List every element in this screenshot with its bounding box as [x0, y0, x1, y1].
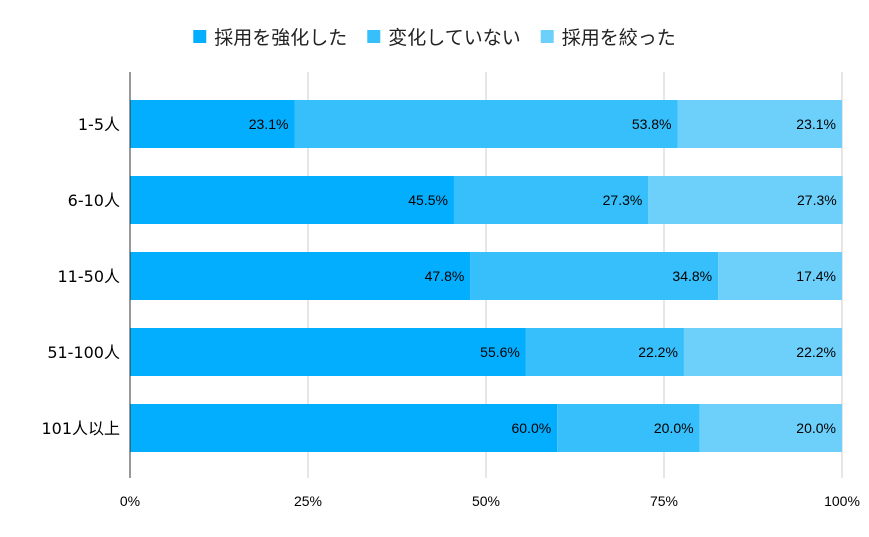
category-label-2: 6-10人 [68, 191, 120, 210]
data-label-3-2: 34.8% [672, 268, 712, 284]
category-label-3: 11-50人 [58, 267, 121, 286]
data-label-3-1: 47.8% [425, 268, 465, 284]
data-label-5-1: 60.0% [511, 420, 551, 436]
bar-5-series-1 [130, 404, 558, 452]
data-label-2-2: 27.3% [603, 192, 643, 208]
bar-5-series-2 [557, 404, 700, 452]
legend-label-3: 採用を絞った [562, 27, 676, 49]
bar-3-series-3 [718, 252, 842, 300]
legend-item-1: 採用を強化した [193, 27, 347, 49]
category-labels: 1-5人 6-10人 11-50人 51-100人 101人以上 [41, 115, 120, 438]
data-label-5-3: 20.0% [796, 420, 836, 436]
legend-item-2: 変化していない [367, 27, 521, 49]
bar-4-series-2 [525, 328, 684, 376]
legend-item-3: 採用を絞った [540, 27, 676, 49]
bar-2-series-2 [453, 176, 649, 224]
bars: 23.1% 53.8% 23.1% 45.5% 27.3% 27.3% 47.8% 34.8%… [130, 100, 843, 452]
bar-5-series-3 [699, 404, 842, 452]
x-tick-0: 0% [120, 493, 140, 509]
data-label-1-2: 53.8% [632, 116, 672, 132]
bar-1-series-3 [677, 100, 842, 148]
legend-label-2: 変化していない [388, 27, 520, 49]
bar-1-series-2 [294, 100, 678, 148]
x-tick-100: 100% [824, 493, 860, 509]
category-label-4: 51-100人 [47, 343, 120, 362]
legend-swatch-1 [193, 30, 207, 43]
data-label-5-2: 20.0% [654, 420, 694, 436]
bar-3-series-2 [470, 252, 719, 300]
data-label-2-1: 45.5% [408, 192, 448, 208]
data-label-1-3: 23.1% [796, 116, 836, 132]
data-label-1-1: 23.1% [249, 116, 289, 132]
bar-2-series-3 [648, 176, 843, 224]
category-label-1: 1-5人 [78, 115, 120, 134]
legend: 採用を強化した 変化していない 採用を絞った [193, 27, 676, 49]
data-label-4-1: 55.6% [480, 344, 520, 360]
bar-1-series-1 [130, 100, 295, 148]
x-tick-75: 75% [650, 493, 678, 509]
x-tick-50: 50% [472, 493, 500, 509]
legend-swatch-3 [540, 30, 554, 43]
category-label-5: 101人以上 [41, 419, 120, 438]
bar-4-series-1 [130, 328, 526, 376]
data-label-3-3: 17.4% [796, 268, 836, 284]
data-label-2-3: 27.3% [797, 192, 837, 208]
bar-4-series-3 [683, 328, 842, 376]
data-label-4-2: 22.2% [638, 344, 678, 360]
legend-label-1: 採用を強化した [214, 27, 347, 49]
data-label-4-3: 22.2% [796, 344, 836, 360]
bar-3-series-1 [130, 252, 471, 300]
x-tick-25: 25% [294, 493, 322, 509]
legend-swatch-2 [367, 30, 381, 43]
x-axis-tick-labels: 0% 25% 50% 75% 100% [120, 493, 860, 509]
bar-2-series-1 [130, 176, 454, 224]
